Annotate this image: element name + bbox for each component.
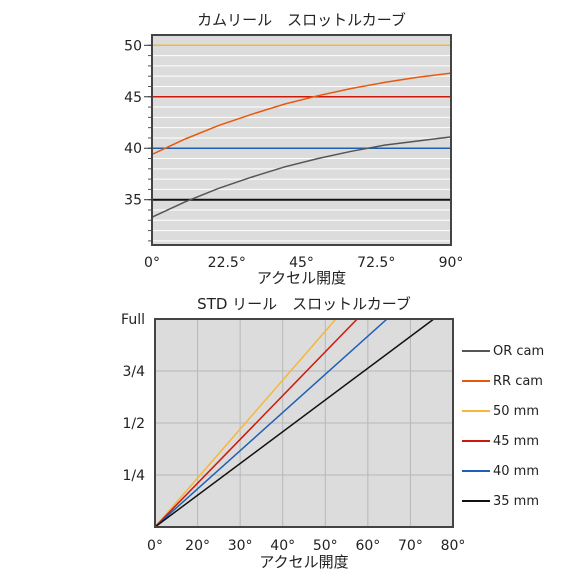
legend-swatch — [462, 350, 490, 352]
series-line-40-mm — [154, 318, 388, 528]
legend-item: 45 mm — [462, 426, 574, 456]
x-tick-label: 70° — [398, 538, 423, 554]
legend-label: 40 mm — [493, 463, 540, 479]
plot-frame — [154, 318, 454, 528]
legend-label: OR cam — [493, 343, 545, 359]
legend-label: 50 mm — [493, 403, 540, 419]
series-line-rr-cam — [151, 72, 452, 156]
legend-item: OR cam — [462, 336, 574, 366]
legend-label: 35 mm — [493, 493, 540, 509]
y-tick-label: Full — [121, 312, 145, 328]
series-line-or-cam — [151, 136, 452, 218]
x-tick-label: 50° — [313, 538, 338, 554]
y-tick-label: 3/4 — [122, 364, 145, 380]
y-tick-label: 35 — [124, 193, 142, 209]
x-tick-label: 0° — [144, 255, 160, 271]
legend-swatch — [462, 380, 490, 382]
legend-item: 40 mm — [462, 456, 574, 486]
legend-label: 45 mm — [493, 433, 540, 449]
x-tick-label: 0° — [147, 538, 163, 554]
x-tick-label: 45° — [289, 255, 314, 271]
series-line-45-mm — [154, 318, 358, 528]
x-axis-label: アクセル開度 — [259, 553, 348, 571]
legend-swatch — [462, 500, 490, 502]
legend-swatch — [462, 470, 490, 472]
legend-swatch — [462, 410, 490, 412]
y-tick-label: 45 — [124, 90, 142, 106]
legend-swatch — [462, 440, 490, 442]
y-tick-label: 50 — [124, 38, 142, 54]
x-tick-label: 20° — [185, 538, 210, 554]
chart-title: STD リール スロットルカーブ — [197, 295, 411, 313]
legend-item: 50 mm — [462, 396, 574, 426]
legend-item: 35 mm — [462, 486, 574, 516]
y-tick-label: 1/4 — [122, 468, 145, 484]
x-tick-label: 30° — [228, 538, 253, 554]
x-axis-label: アクセル開度 — [257, 269, 346, 287]
chart-title: カムリール スロットルカーブ — [197, 11, 406, 29]
legend-item: RR cam — [462, 366, 574, 396]
series-line-50-mm — [154, 318, 337, 528]
series-line-35-mm — [154, 318, 435, 528]
x-tick-label: 22.5° — [208, 255, 246, 271]
x-tick-label: 40° — [270, 538, 295, 554]
y-tick-label: 40 — [124, 141, 142, 157]
chart-legend: OR cam RR cam 50 mm 45 mm 40 mm 35 mm — [462, 336, 574, 516]
x-tick-label: 72.5° — [357, 255, 395, 271]
x-tick-label: 90° — [439, 255, 464, 271]
plot-area — [152, 35, 451, 245]
plot-frame — [151, 34, 452, 246]
x-tick-label: 80° — [441, 538, 466, 554]
cam-reel-chart: 35 40 45 50 0° 22.5° 45° 72.5° 90° カムリール スロットルカーブ… — [124, 11, 463, 287]
std-reel-chart: 1/4 1/2 3/4 Full 0° 20° 30° 40° 50° 60° 70° 80° STD … — [121, 295, 465, 571]
x-tick-label: 60° — [355, 538, 380, 554]
y-tick-label: 1/2 — [122, 416, 145, 432]
legend-label: RR cam — [493, 373, 543, 389]
